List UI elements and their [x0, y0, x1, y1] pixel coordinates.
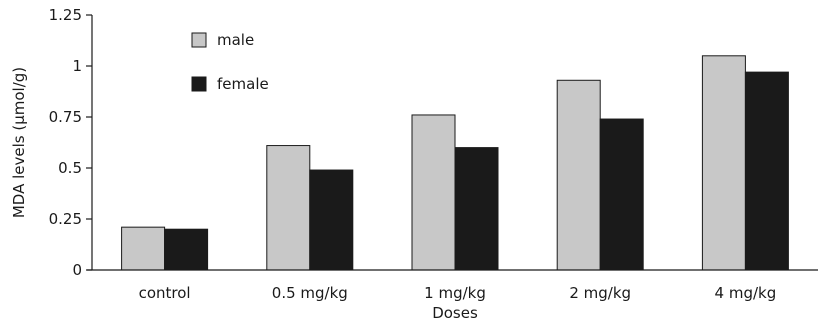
x-tick-label: 4 mg/kg [715, 284, 777, 302]
bar-female-2 [309, 169, 354, 271]
legend-label-male: male [217, 31, 254, 49]
legend-label-female: female [217, 75, 269, 93]
y-tick-label: 0.5 [58, 159, 82, 177]
legend-swatch-male [191, 32, 207, 48]
x-axis-title: Doses [432, 304, 478, 322]
axes-layer [87, 15, 818, 271]
bar-female-3 [454, 147, 499, 271]
bar-male-3 [411, 114, 456, 271]
y-axis-title: MDA levels (μmol/g) [10, 67, 28, 218]
legend: male female [191, 31, 269, 93]
bar-male-1 [121, 226, 166, 271]
x-tick-label: 1 mg/kg [424, 284, 486, 302]
bar-female-1 [164, 228, 209, 271]
y-tick-label: 0.75 [49, 108, 82, 126]
y-tick-label: 0 [72, 261, 82, 279]
x-axis-ticks: control 0.5 mg/kg 1 mg/kg 2 mg/kg 4 mg/kg [139, 284, 777, 302]
x-tick-label: control [139, 284, 191, 302]
bar-male-2 [266, 145, 311, 271]
bar-male-5 [701, 55, 746, 271]
legend-swatch-female [191, 76, 207, 92]
bars-layer [121, 55, 789, 271]
bar-female-5 [744, 71, 789, 271]
x-tick-label: 2 mg/kg [569, 284, 631, 302]
y-tick-label: 1.25 [49, 6, 82, 24]
x-tick-label: 0.5 mg/kg [272, 284, 348, 302]
y-axis-ticks: 0 0.25 0.5 0.75 1 1.25 [49, 6, 92, 279]
bar-female-4 [599, 118, 644, 271]
y-tick-label: 0.25 [49, 210, 82, 228]
y-tick-label: 1 [72, 57, 82, 75]
bar-male-4 [556, 79, 601, 271]
